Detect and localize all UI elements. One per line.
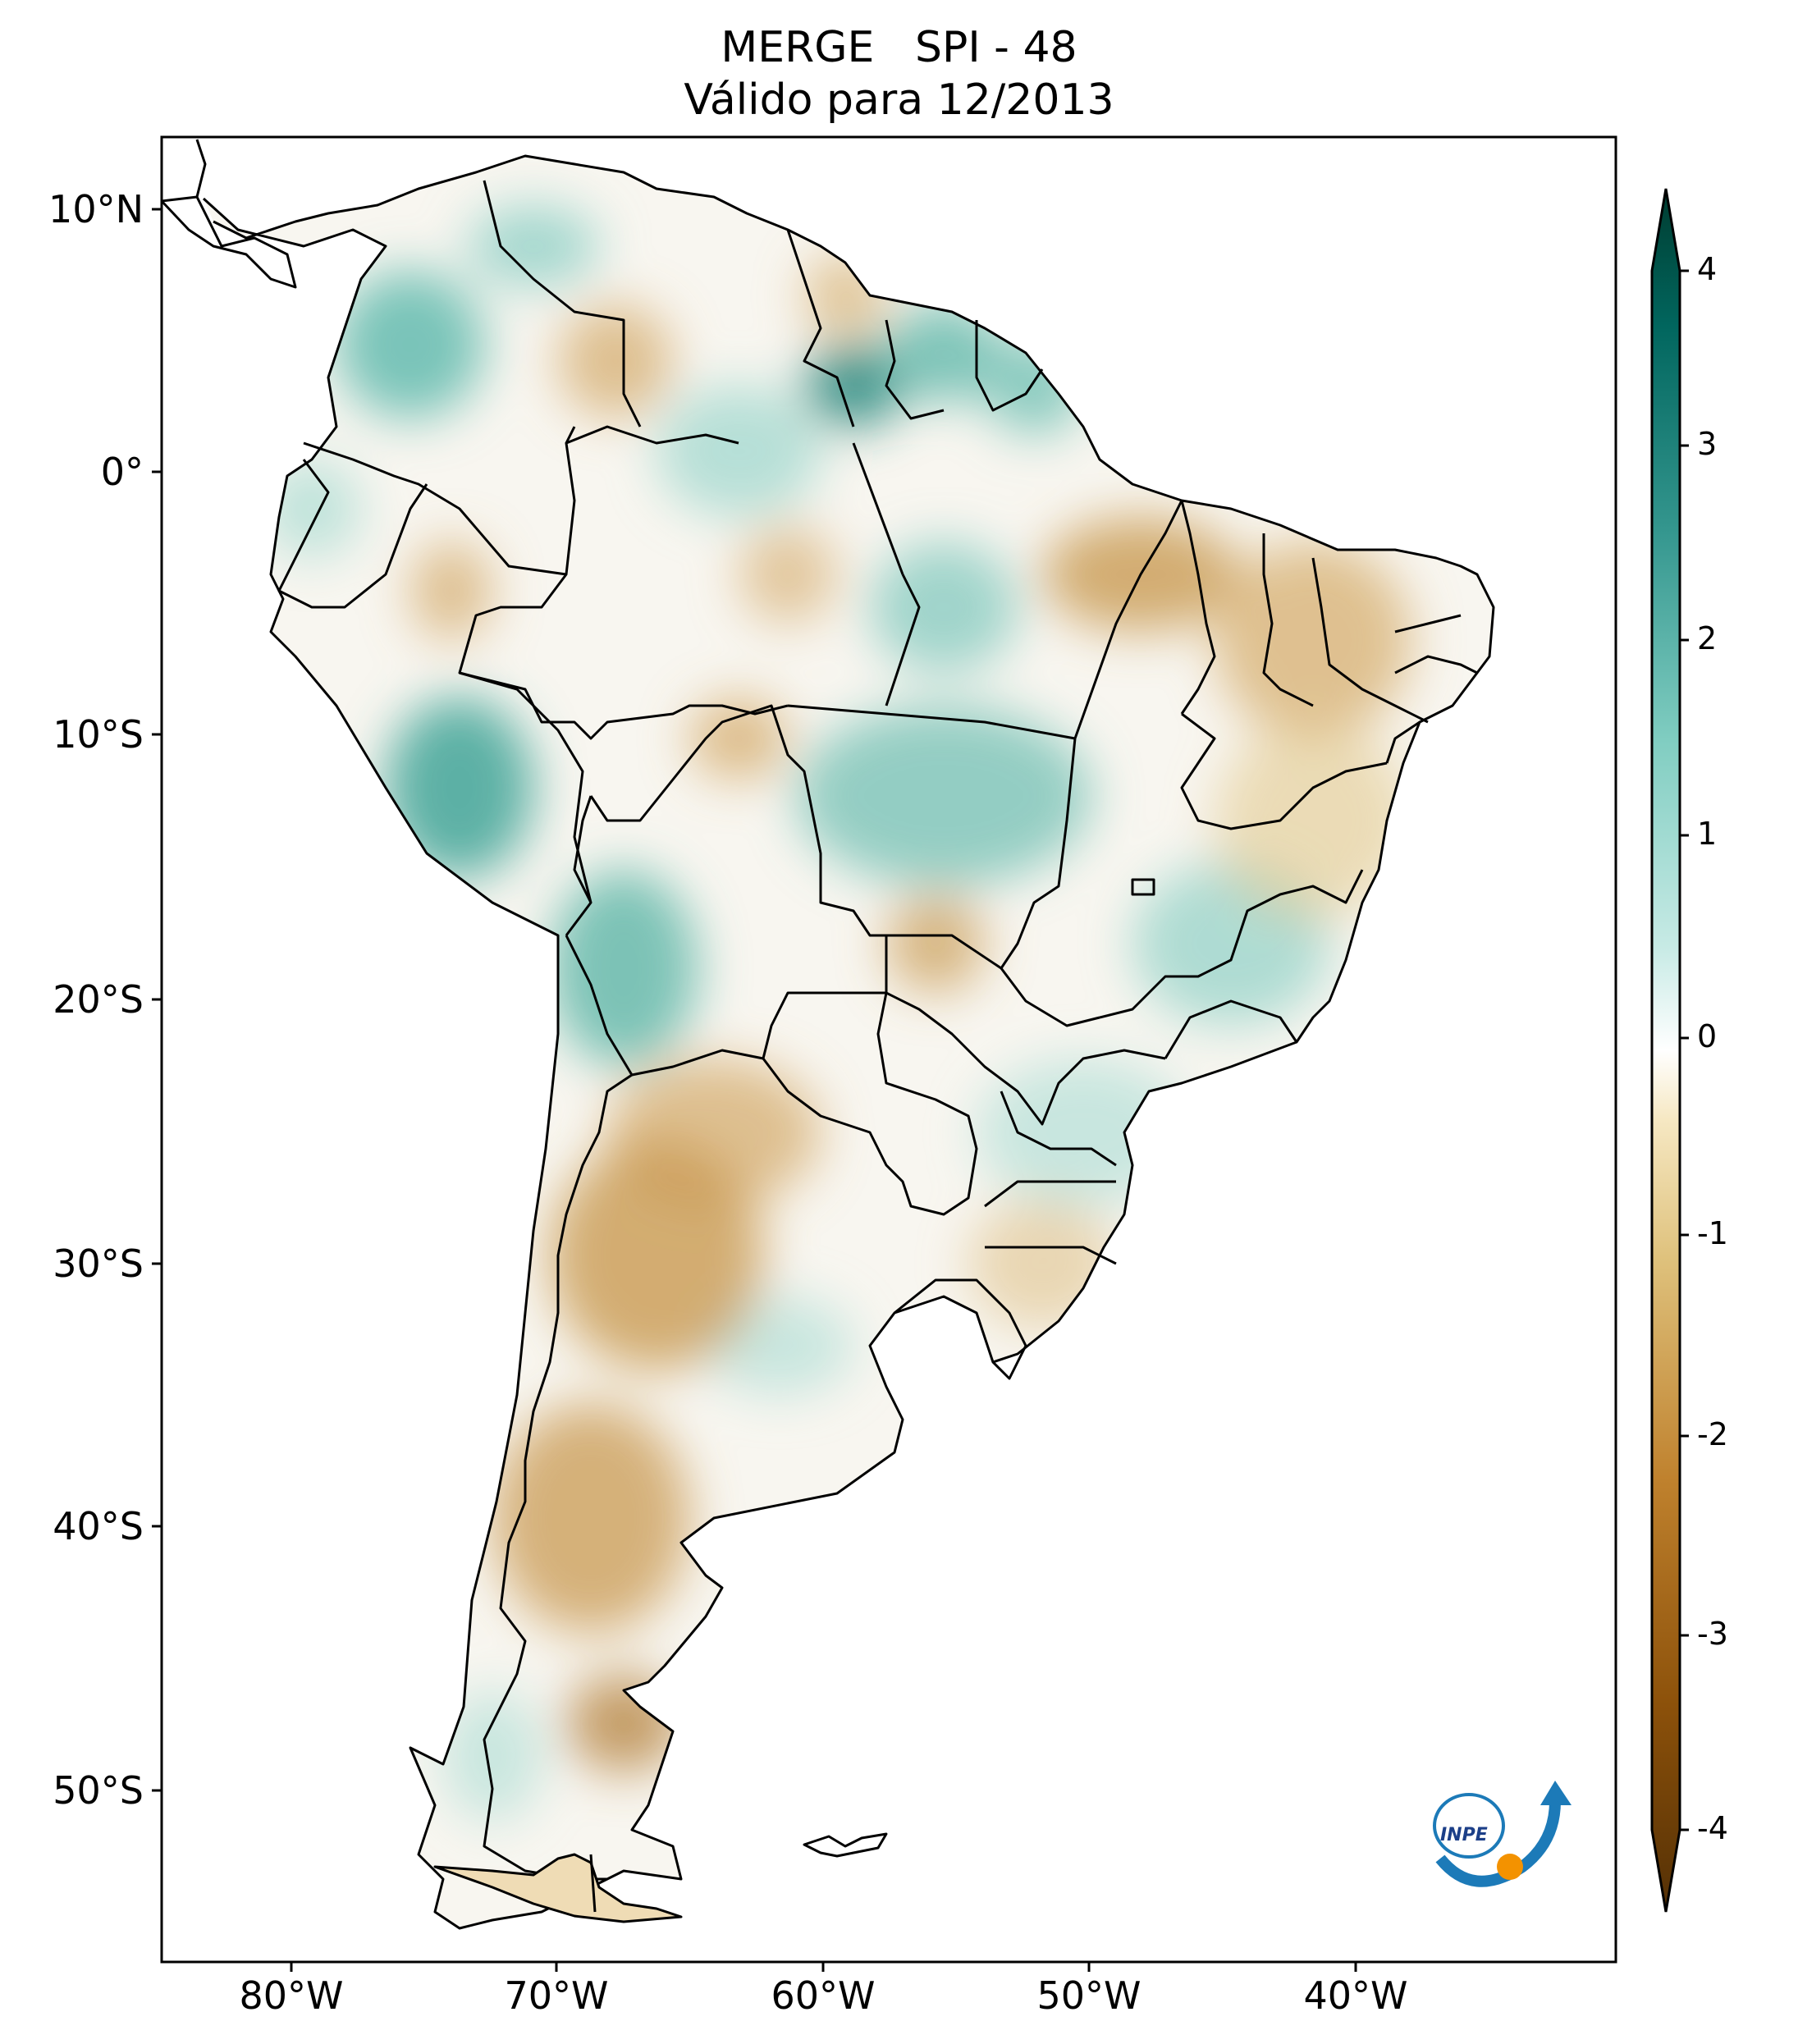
x-tick-label: 80°W: [239, 1973, 344, 2018]
colorbar-tick-label: 0: [1697, 1018, 1718, 1054]
colorbar-tick-label: -2: [1697, 1416, 1728, 1452]
spi-field: [263, 205, 1411, 1822]
tick-marks: [152, 208, 1357, 1972]
x-tick-label: 60°W: [771, 1973, 876, 2018]
colorbar-tick-label: 2: [1697, 620, 1718, 656]
colorbar-tick-label: -1: [1697, 1215, 1728, 1251]
y-tick-label: 10°S: [53, 712, 144, 757]
map-subtitle: Válido para 12/2013: [684, 75, 1114, 125]
colorbar-tick-label: 4: [1697, 251, 1718, 287]
x-tick-label: 70°W: [504, 1973, 609, 2018]
y-tick-label: 50°S: [53, 1768, 144, 1813]
inpe-logo: INPE: [1433, 1781, 1572, 1887]
y-tick-label: 30°S: [53, 1241, 144, 1286]
y-tick-label: 20°S: [53, 977, 144, 1022]
y-tick-label: 0°: [100, 450, 144, 494]
colorbar-tick-label: 1: [1697, 816, 1718, 852]
colorbar-tick-label: -4: [1697, 1810, 1728, 1846]
x-tick-label: 50°W: [1036, 1973, 1141, 2018]
borders: [162, 139, 1495, 1930]
x-tick-label: 40°W: [1303, 1973, 1408, 2018]
colorbar-tick-label: 3: [1697, 426, 1718, 462]
y-tick-label: 40°S: [53, 1504, 144, 1548]
colorbar: [1650, 188, 1689, 1913]
colorbar-body: [1650, 188, 1681, 1913]
logo-text: INPE: [1440, 1825, 1488, 1845]
y-tick-label: 10°N: [48, 187, 144, 231]
colorbar-tick-label: -3: [1697, 1616, 1728, 1652]
map-title: MERGE SPI - 48: [721, 23, 1077, 72]
